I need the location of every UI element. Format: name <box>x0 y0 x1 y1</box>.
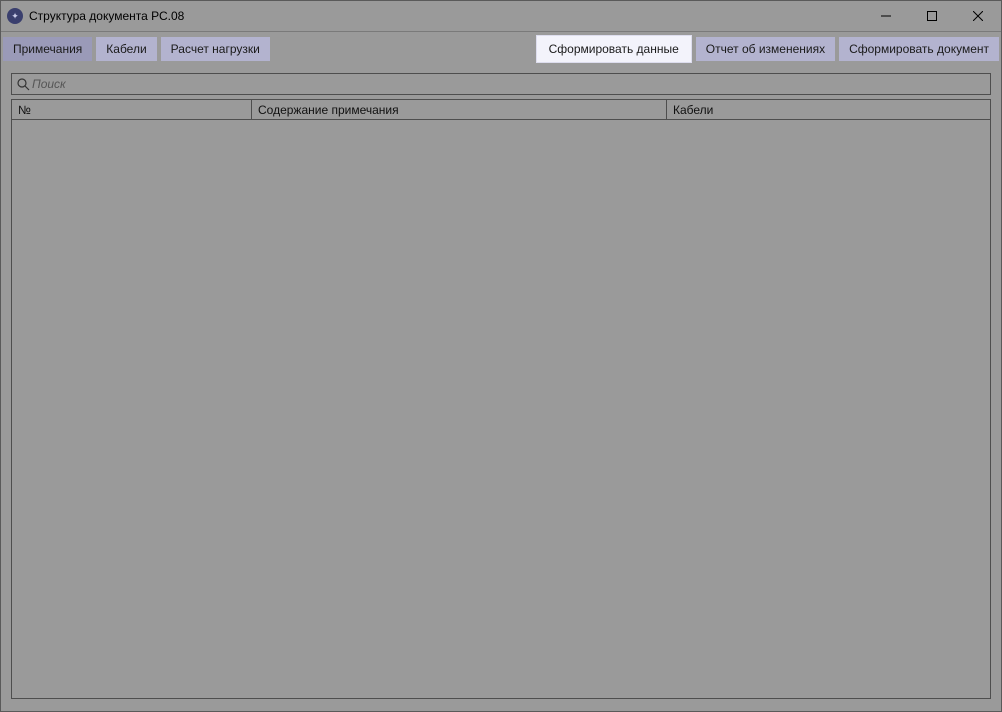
tab-load-calc[interactable]: Расчет нагрузки <box>161 37 270 61</box>
title-bar: ✦ Структура документа РС.08 <box>1 1 1001 31</box>
search-row <box>11 73 991 95</box>
action-group: Сформировать данные Отчет об изменениях … <box>534 32 1001 65</box>
generate-document-button[interactable]: Сформировать документ <box>839 37 999 61</box>
generate-data-button[interactable]: Сформировать данные <box>536 35 692 63</box>
button-label: Сформировать документ <box>849 42 989 56</box>
window-controls <box>863 1 1001 31</box>
column-number[interactable]: № <box>12 100 252 119</box>
tab-group: Примечания Кабели Расчет нагрузки <box>1 32 272 65</box>
app-icon: ✦ <box>7 8 23 24</box>
table-header: № Содержание примечания Кабели <box>12 100 990 120</box>
column-cables[interactable]: Кабели <box>667 100 990 119</box>
search-icon <box>16 77 30 91</box>
toolbar: Примечания Кабели Расчет нагрузки Сформи… <box>1 31 1001 65</box>
table: № Содержание примечания Кабели <box>11 99 991 699</box>
column-note-content[interactable]: Содержание примечания <box>252 100 667 119</box>
toolbar-spacer <box>272 32 534 65</box>
search-input[interactable] <box>32 77 986 91</box>
table-body <box>12 120 990 698</box>
column-label: № <box>18 103 31 117</box>
button-label: Сформировать данные <box>549 42 679 56</box>
tab-label: Кабели <box>106 42 146 56</box>
column-label: Кабели <box>673 103 713 117</box>
minimize-button[interactable] <box>863 1 909 31</box>
tab-notes[interactable]: Примечания <box>3 37 92 61</box>
maximize-button[interactable] <box>909 1 955 31</box>
column-label: Содержание примечания <box>258 103 399 117</box>
tab-label: Расчет нагрузки <box>171 42 260 56</box>
change-report-button[interactable]: Отчет об изменениях <box>696 37 835 61</box>
tab-label: Примечания <box>13 42 82 56</box>
tab-cables[interactable]: Кабели <box>96 37 156 61</box>
window-title: Структура документа РС.08 <box>29 9 184 23</box>
button-label: Отчет об изменениях <box>706 42 825 56</box>
content-area: № Содержание примечания Кабели <box>1 65 1001 711</box>
close-button[interactable] <box>955 1 1001 31</box>
